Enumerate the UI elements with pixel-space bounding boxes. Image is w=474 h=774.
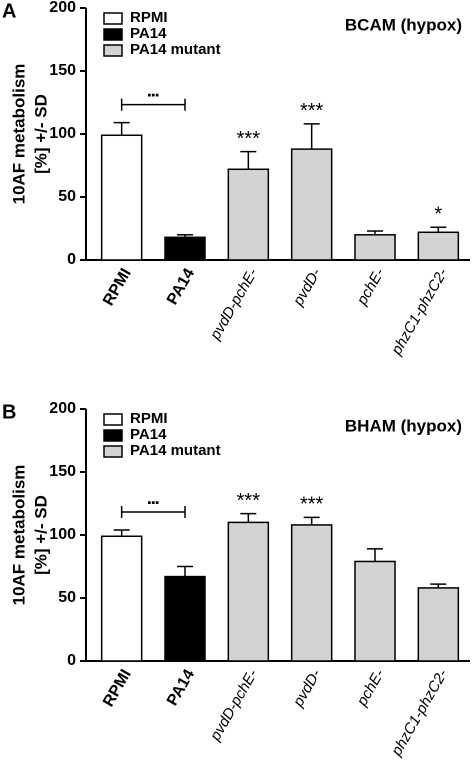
panel-label: B <box>2 401 16 423</box>
legend-label: RPMI <box>130 410 168 427</box>
y-tick-label: 150 <box>49 463 76 480</box>
y-tick-label: 50 <box>58 188 76 205</box>
bar <box>354 560 396 662</box>
bar <box>227 168 270 261</box>
bar <box>290 524 333 662</box>
y-tick-label: 150 <box>49 62 76 79</box>
significance-label: * <box>434 204 442 226</box>
y-axis-label: 10AF metabolism <box>9 64 28 205</box>
legend-label: PA14 mutant <box>130 442 221 459</box>
legend-swatch <box>103 12 123 25</box>
legend-label: PA14 <box>130 426 167 443</box>
y-axis-label: [%] +/- SD <box>31 94 50 174</box>
significance-label: *** <box>300 494 324 516</box>
x-tick-label: pchE- <box>353 666 388 709</box>
y-axis-label: [%] +/- SD <box>31 495 50 575</box>
y-tick-label: 50 <box>58 589 76 606</box>
legend-swatch <box>103 429 123 442</box>
x-tick-label: pvdD-pchE- <box>206 666 261 744</box>
x-tick-label: RPMI <box>100 266 135 309</box>
bar <box>100 535 143 662</box>
x-tick-label: pvdD- <box>289 666 324 710</box>
significance-label: *** <box>237 128 261 150</box>
legend-label: RPMI <box>130 9 168 26</box>
bar <box>417 231 460 261</box>
bar <box>354 234 396 261</box>
x-tick-label: RPMI <box>100 667 135 710</box>
y-tick-label: 0 <box>67 652 76 669</box>
bar <box>164 575 206 662</box>
bracket-label: ▪▪▪ <box>147 90 159 102</box>
x-tick-label: pchE- <box>353 265 388 308</box>
legend-title: BHAM (hypox) <box>345 416 462 435</box>
x-tick-label: pvdD- <box>289 265 324 309</box>
y-tick-label: 100 <box>49 526 76 543</box>
significance-label: *** <box>300 100 324 122</box>
bar <box>100 134 143 261</box>
y-axis-label: 10AF metabolism <box>9 465 28 606</box>
bar <box>290 148 333 261</box>
legend-swatch <box>103 445 123 458</box>
x-tick-label: pvdD-pchE- <box>206 265 261 343</box>
legend-label: PA14 mutant <box>130 41 221 58</box>
legend-label: PA14 <box>130 25 167 42</box>
x-tick-label: PA14 <box>164 667 198 709</box>
x-tick-label: phzC1-phzC2- <box>388 666 452 759</box>
y-tick-label: 100 <box>49 125 76 142</box>
y-tick-label: 0 <box>67 251 76 268</box>
bar <box>164 236 206 261</box>
legend-swatch <box>103 413 123 426</box>
bar <box>417 587 460 662</box>
legend-title: BCAM (hypox) <box>345 15 462 34</box>
y-tick-label: 200 <box>49 400 76 417</box>
x-tick-label: PA14 <box>164 266 198 308</box>
x-tick-label: phzC1-phzC2- <box>388 265 452 358</box>
significance-label: *** <box>237 490 261 512</box>
bracket-label: ▪▪▪ <box>147 497 159 509</box>
panel-label: A <box>2 0 16 22</box>
legend-swatch <box>103 44 123 57</box>
bar <box>227 521 270 662</box>
legend-swatch <box>103 28 123 41</box>
y-tick-label: 200 <box>49 0 76 16</box>
